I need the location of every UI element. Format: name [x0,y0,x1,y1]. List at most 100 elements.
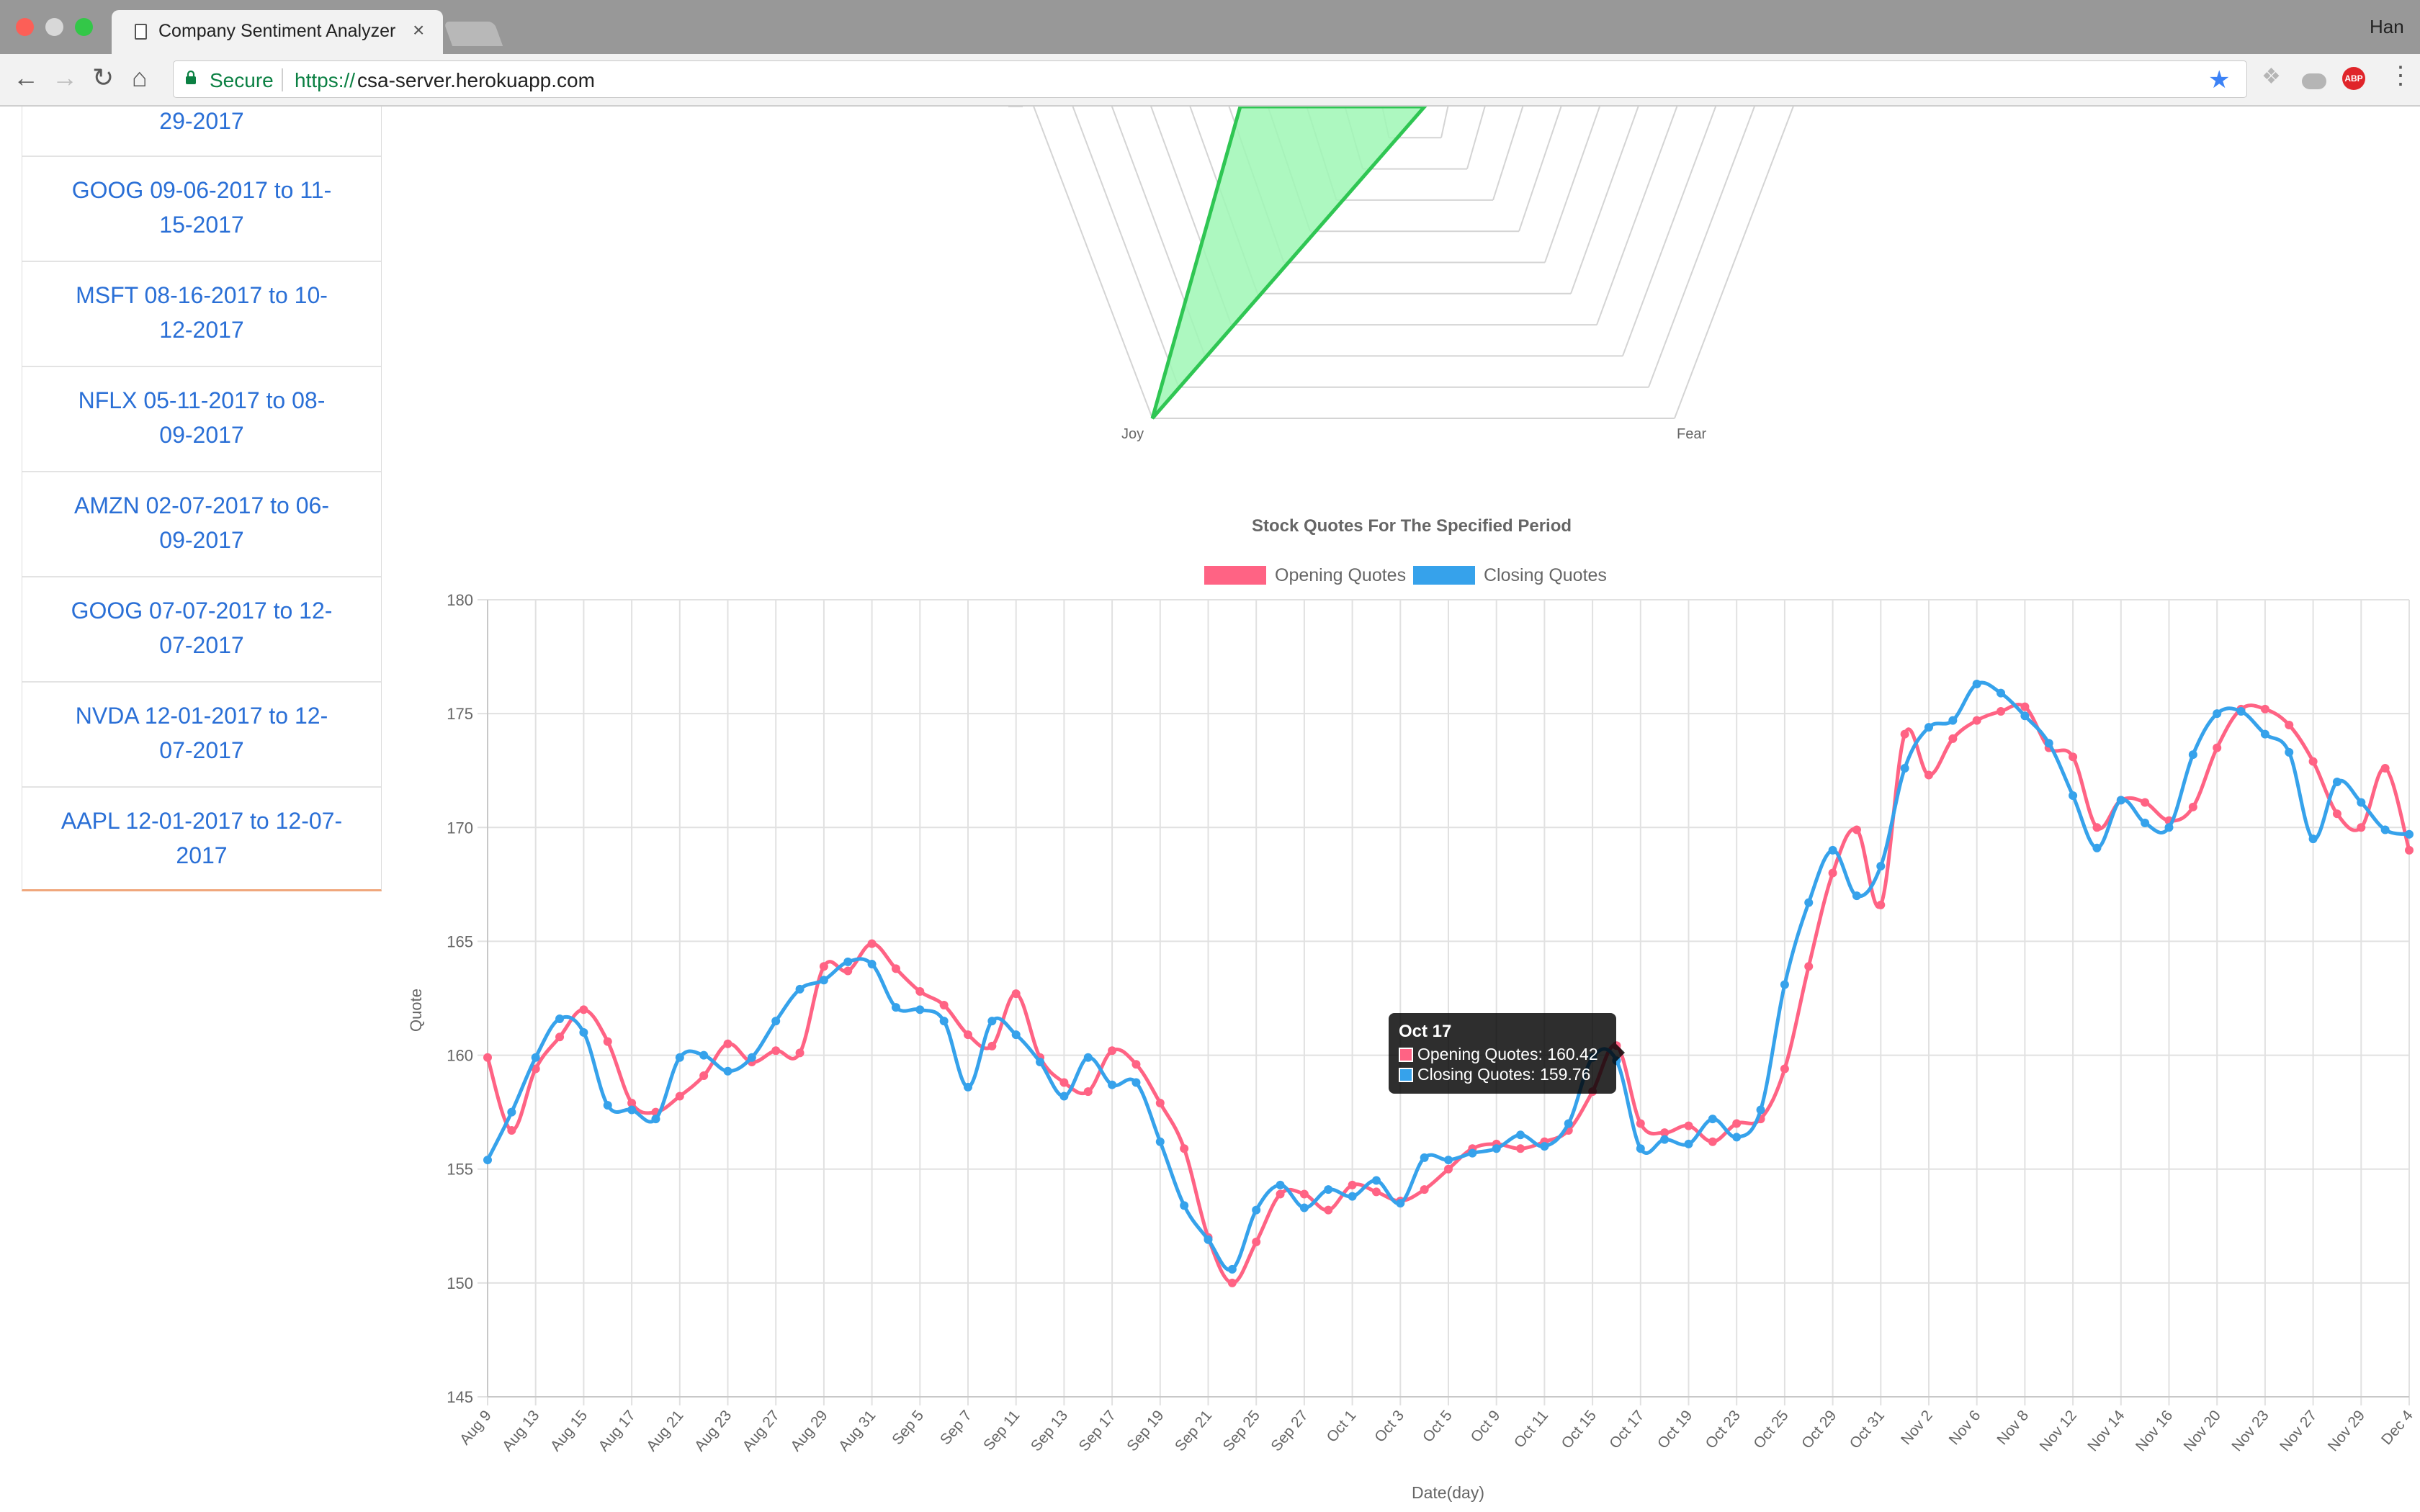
menu-icon[interactable]: ⋮ [2388,62,2413,89]
reload-icon[interactable]: ↻ [92,63,115,92]
x-tick-label: Oct 23 [1703,1407,1744,1452]
data-point-opening [507,1125,516,1135]
data-point-closing [1756,1105,1765,1115]
data-point-closing [891,1003,900,1012]
secure-label: Secure [210,69,274,91]
data-point-opening [675,1092,684,1101]
analysis-item-label: GOOG 07-07-2017 to 12- [71,598,333,624]
home-icon[interactable]: ⌂ [132,63,148,92]
data-point-opening [1276,1189,1285,1199]
legend-swatch-closing[interactable] [1413,566,1475,585]
x-tick-label: Aug 15 [547,1407,591,1454]
legend-swatch-opening[interactable] [1204,566,1266,585]
address-bar[interactable]: Secure https:// csa-server.herokuapp.com… [173,60,2247,98]
analysis-item[interactable]: NFLX 05-11-2017 to 08- 09-2017 [22,367,381,472]
data-point-closing [867,960,877,969]
analysis-item[interactable]: 29-2017 [22,107,381,157]
x-axis-label: Date(day) [1412,1483,1484,1502]
data-point-closing [507,1107,516,1117]
radar-grid-line [1440,107,1449,138]
data-point-opening [987,1041,997,1050]
radar-label-joy: Joy [1121,426,1144,442]
data-point-closing [987,1017,997,1026]
data-point-closing [1131,1078,1141,1087]
chart-grid [478,599,2410,1405]
radar-grid-line [1596,107,1678,325]
data-point-opening [2285,720,2294,729]
y-tick-label: 155 [447,1161,473,1179]
tooltip-title: Oct 17 [1399,1022,1452,1041]
data-point-closing [1420,1153,1429,1162]
x-tick-label: Aug 9 [457,1407,495,1448]
analysis-item[interactable]: MSFT 08-16-2017 to 10- 12-2017 [22,262,381,367]
tab-title: Company Sentiment Analyzer [158,21,396,41]
data-point-closing [483,1156,492,1165]
legend-label-closing[interactable]: Closing Quotes [1484,565,1607,585]
x-tick-label: Aug 13 [499,1407,542,1454]
data-point-closing [2020,711,2030,721]
radar-grid-line [1033,107,1153,419]
data-point-opening [1324,1205,1333,1215]
bookmark-star-icon[interactable]: ★ [2208,66,2231,94]
radar-grid-line [1072,107,1180,388]
data-point-closing [1276,1180,1285,1189]
data-point-closing [2236,706,2246,716]
analysis-item-label: AMZN 02-07-2017 to 06- [74,492,329,518]
window-maximize-icon[interactable] [75,18,93,36]
data-point-closing [1996,688,2006,698]
x-tick-label: Sep 17 [1076,1407,1119,1454]
url-scheme: https:// [295,69,356,91]
data-point-closing [2164,823,2174,832]
radar-grid-line [1544,107,1601,263]
analysis-item[interactable]: GOOG 09-06-2017 to 11- 15-2017 [22,157,381,262]
data-point-opening [1227,1278,1237,1287]
back-arrow-icon[interactable]: ← [13,63,39,92]
legend-label-opening[interactable]: Opening Quotes [1275,565,1407,585]
data-point-opening [1924,770,1933,780]
window-minimize-icon[interactable] [45,18,63,36]
browser-tab[interactable]: Company Sentiment Analyzer × [112,10,443,54]
tab-close-icon[interactable]: × [413,19,425,41]
x-tick-label: Oct 31 [1847,1407,1888,1452]
data-point-closing [2141,818,2150,827]
forward-arrow-icon[interactable]: → [52,63,78,92]
data-point-closing [2260,729,2269,739]
analysis-item[interactable]: AMZN 02-07-2017 to 06- 09-2017 [22,472,381,577]
y-axis-label: Quote [406,989,425,1032]
data-point-closing [699,1050,709,1060]
analysis-item-label: NVDA 12-01-2017 to 12- [75,703,328,729]
x-tick-label: Nov 23 [2228,1407,2272,1454]
data-point-opening [483,1053,492,1062]
adblock-icon[interactable]: ABP [2342,67,2365,90]
tooltip-row-opening: Opening Quotes: 160.42 [1399,1045,1598,1064]
cloud-icon[interactable] [2302,73,2326,89]
dropbox-icon[interactable]: ❖ [2262,65,2281,89]
window-close-icon[interactable] [16,18,34,36]
radar-grid-line [1492,107,1524,201]
data-point-opening [627,1098,637,1107]
y-tick-label: 180 [447,591,473,609]
analysis-item[interactable]: AAPL 12-01-2017 to 12-07- 2017 [22,788,381,888]
analysis-item-label: MSFT 08-16-2017 to 10- [76,282,328,308]
url-host: csa-server.herokuapp.com [357,69,595,91]
data-point-opening [531,1064,540,1074]
radar-grid-line [1648,107,1755,388]
x-tick-label: Oct 15 [1559,1407,1600,1452]
profile-name[interactable]: Han [2370,16,2404,37]
data-point-opening [1180,1144,1189,1153]
data-point-opening [2141,798,2150,807]
data-point-closing [1660,1135,1670,1144]
x-tick-label: Sep 21 [1172,1407,1215,1454]
data-point-opening [1371,1187,1381,1197]
data-point-opening [2092,823,2102,832]
x-tick-label: Oct 1 [1324,1407,1360,1445]
data-point-opening [1948,734,1958,743]
radar-grid-line [1466,107,1486,169]
y-tick-label: 160 [447,1047,473,1065]
radar-grid-line [1570,107,1639,294]
analysis-item[interactable]: NVDA 12-01-2017 to 12- 07-2017 [22,683,381,788]
data-point-closing [1972,680,1981,689]
data-point-closing [1371,1176,1381,1185]
analysis-item[interactable]: GOOG 07-07-2017 to 12- 07-2017 [22,577,381,683]
